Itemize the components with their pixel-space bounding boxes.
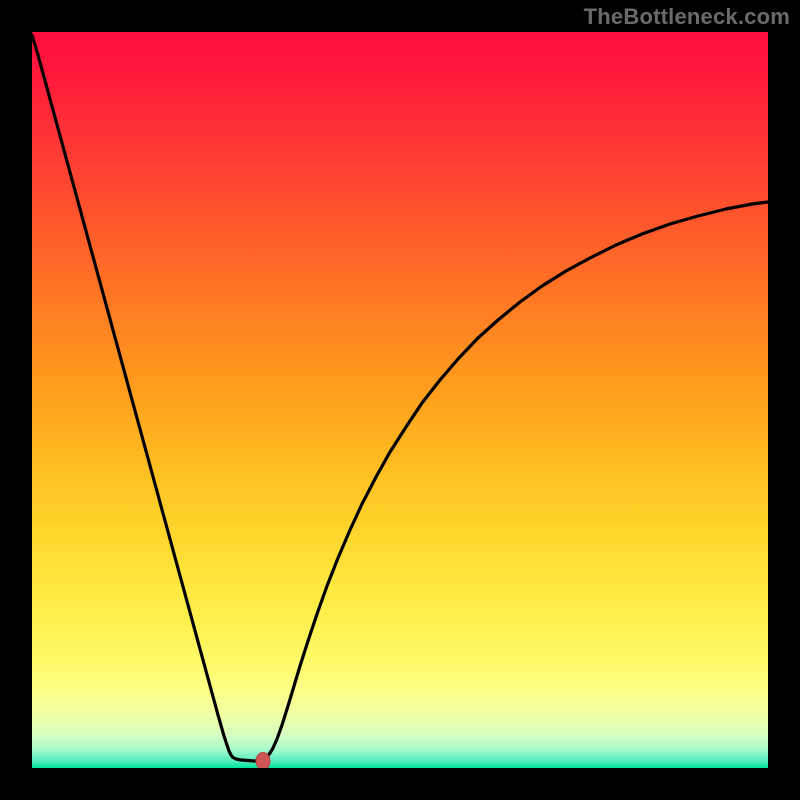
gradient-background bbox=[32, 32, 768, 768]
plot-svg bbox=[32, 32, 768, 768]
plot-area bbox=[32, 32, 768, 768]
optimum-marker bbox=[256, 753, 270, 769]
watermark-text: TheBottleneck.com bbox=[584, 4, 790, 30]
chart-frame: TheBottleneck.com bbox=[0, 0, 800, 800]
